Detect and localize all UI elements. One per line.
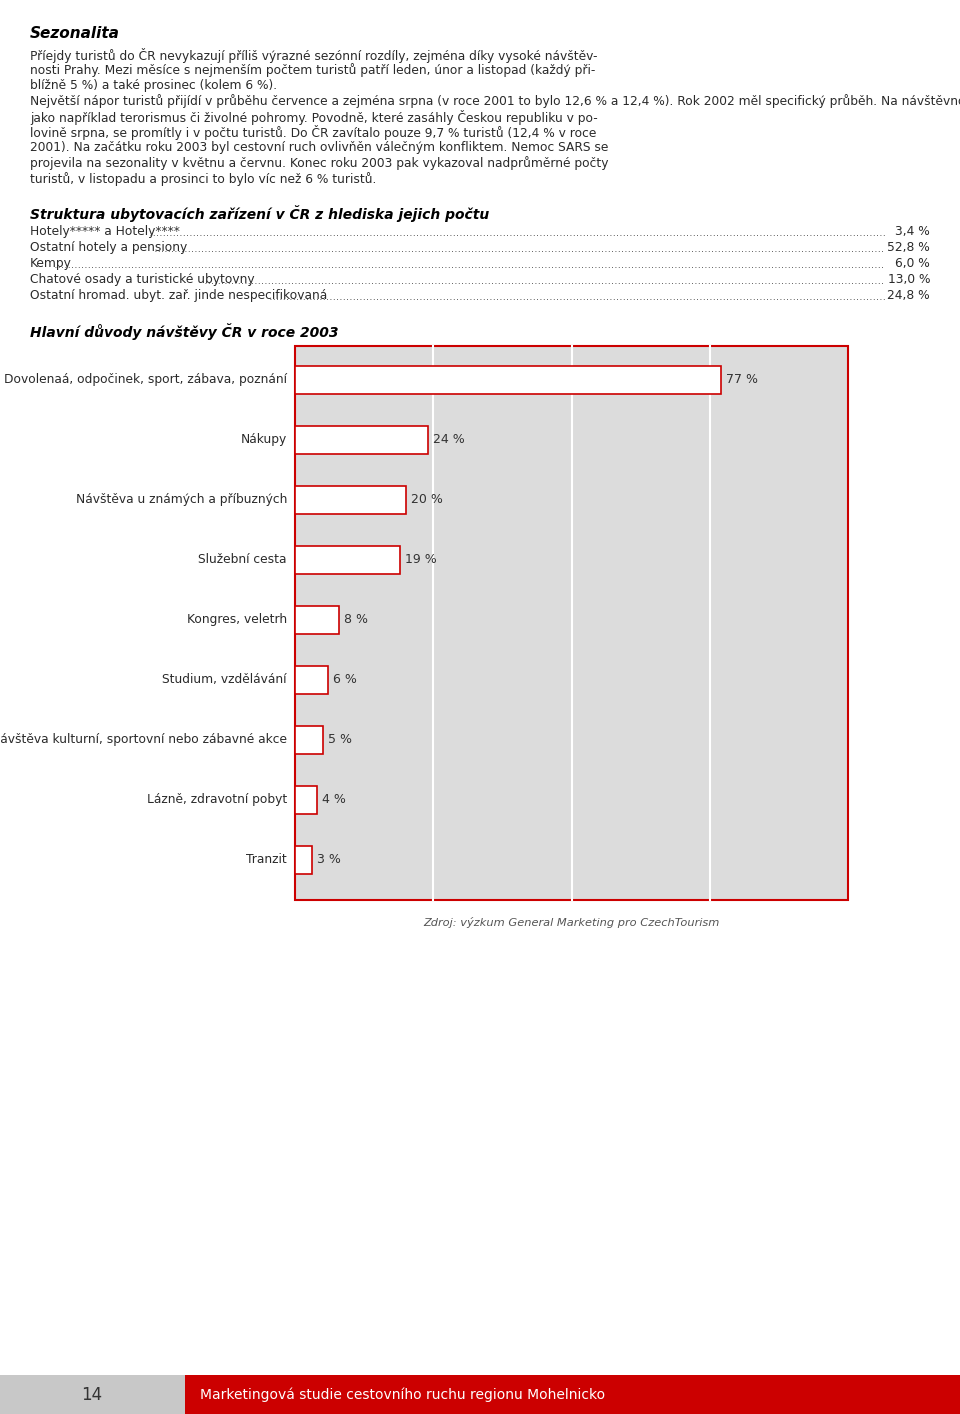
Text: 8 %: 8 % <box>345 614 369 626</box>
Text: 20 %: 20 % <box>411 493 443 506</box>
Text: Chatové osady a turistické ubytovny: Chatové osady a turistické ubytovny <box>30 273 254 287</box>
Bar <box>185 1374 960 1414</box>
Text: 13,0 %: 13,0 % <box>887 273 930 287</box>
Text: 52,8 %: 52,8 % <box>887 242 930 255</box>
Text: 19 %: 19 % <box>405 553 437 566</box>
Bar <box>295 426 428 454</box>
Text: Kongres, veletrh: Kongres, veletrh <box>187 614 287 626</box>
Bar <box>295 345 848 899</box>
Text: 24,8 %: 24,8 % <box>887 290 930 303</box>
Text: Sezonalita: Sezonalita <box>30 25 120 41</box>
Text: Návštěva u známých a příbuzných: Návštěva u známých a příbuzných <box>76 493 287 506</box>
Bar <box>295 666 328 693</box>
Text: projevila na sezonality v květnu a červnu. Konec roku 2003 pak vykazoval nadprům: projevila na sezonality v květnu a červn… <box>30 157 609 171</box>
Text: Lázně, zdravotní pobyt: Lázně, zdravotní pobyt <box>147 793 287 806</box>
Text: Studium, vzdělávání: Studium, vzdělávání <box>162 673 287 686</box>
Text: Hotely***** a Hotely****: Hotely***** a Hotely**** <box>30 225 180 239</box>
Text: 24 %: 24 % <box>433 433 465 445</box>
Bar <box>0 1374 185 1414</box>
Text: Návštěva kulturní, sportovní nebo zábavné akce: Návštěva kulturní, sportovní nebo zábavn… <box>0 732 287 747</box>
Bar <box>295 725 323 754</box>
Text: Dovolenaá, odpočinek, sport, zábava, poznání: Dovolenaá, odpočinek, sport, zábava, poz… <box>4 373 287 386</box>
Text: 3 %: 3 % <box>317 853 341 865</box>
Text: 4 %: 4 % <box>323 793 346 806</box>
Bar <box>295 846 312 874</box>
Text: 77 %: 77 % <box>726 373 757 386</box>
Text: 6 %: 6 % <box>333 673 357 686</box>
Text: nosti Prahy. Mezi měsíce s nejmenším počtem turistů patří leden, únor a listopad: nosti Prahy. Mezi měsíce s nejmenším poč… <box>30 64 595 78</box>
Text: 6,0 %: 6,0 % <box>896 257 930 270</box>
Text: Kempy: Kempy <box>30 257 72 270</box>
Text: Příejdy turistů do ČR nevykazují příliš výrazné sezónní rozdíly, zejména díky vy: Příejdy turistů do ČR nevykazují příliš … <box>30 48 597 64</box>
Text: Ostatní hotely a pensiony: Ostatní hotely a pensiony <box>30 242 187 255</box>
Text: 3,4 %: 3,4 % <box>896 225 930 239</box>
Text: blížně 5 %) a také prosinec (kolem 6 %).: blížně 5 %) a také prosinec (kolem 6 %). <box>30 79 277 92</box>
Text: Struktura ubytovacích zařízení v ČR z hlediska jejich počtu: Struktura ubytovacích zařízení v ČR z hl… <box>30 205 490 222</box>
Text: jako například terorismus či živolné pohromy. Povodně, které zasáhly Českou repu: jako například terorismus či živolné poh… <box>30 110 598 124</box>
Text: Zdroj: výzkum General Marketing pro CzechTourism: Zdroj: výzkum General Marketing pro Czec… <box>423 918 720 929</box>
Bar <box>295 786 317 813</box>
Text: Ostatní hromad. ubyt. zař. jinde nespecifikovaná: Ostatní hromad. ubyt. zař. jinde nespeci… <box>30 290 327 303</box>
Bar <box>295 546 400 574</box>
Text: Marketingová studie cestovního ruchu regionu Mohelnicko: Marketingová studie cestovního ruchu reg… <box>200 1387 605 1401</box>
Text: 5 %: 5 % <box>327 732 351 747</box>
Text: 2001). Na začátku roku 2003 byl cestovní ruch ovlivňěn válečným konfliktem. Nemo: 2001). Na začátku roku 2003 byl cestovní… <box>30 141 609 154</box>
Text: Tranzit: Tranzit <box>247 853 287 865</box>
Text: Hlavní důvody návštěvy ČR v roce 2003: Hlavní důvody návštěvy ČR v roce 2003 <box>30 324 339 341</box>
Text: 14: 14 <box>82 1386 103 1404</box>
Text: Největší nápor turistů přijídí v průběhu července a zejména srpna (v roce 2001 t: Největší nápor turistů přijídí v průběhu… <box>30 95 960 109</box>
Bar <box>295 365 721 393</box>
Text: lovině srpna, se promítly i v počtu turistů. Do ČR zavítalo pouze 9,7 % turistů : lovině srpna, se promítly i v počtu turi… <box>30 126 596 140</box>
Text: Služební cesta: Služební cesta <box>199 553 287 566</box>
Bar <box>295 605 339 633</box>
Text: turistů, v listopadu a prosinci to bylo víc než 6 % turistů.: turistů, v listopadu a prosinci to bylo … <box>30 173 376 187</box>
Bar <box>295 485 406 513</box>
Text: Nákupy: Nákupy <box>241 433 287 445</box>
